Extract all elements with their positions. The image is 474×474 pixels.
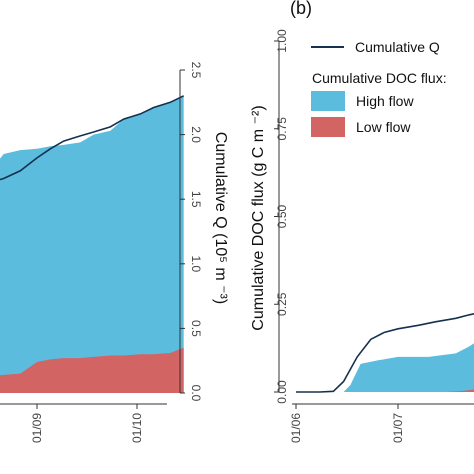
y-tick-label: 0.5 (189, 320, 203, 337)
y-tick-label: 1.00 (275, 29, 289, 53)
legend-high-flow-swatch (311, 91, 345, 111)
panel-a: 01/09 01/10 0.0 0.5 1.0 1.5 2.0 2.5 Cumulative Q… (0, 62, 229, 443)
panel-b: (b) 0.00 0.25 0.50 0.75 1.00 Cumulative DOC fl… (250, 0, 474, 443)
legend-title: Cumulative DOC flux: (312, 70, 447, 86)
y-tick-label: 0.75 (275, 117, 289, 141)
legend-high-flow-label: High flow (356, 93, 414, 109)
y-tick-label: 0.50 (275, 204, 289, 228)
series-low-flow-area (296, 389, 474, 392)
y-tick-label: 0.25 (275, 292, 289, 316)
x-tick-label: 01/06 (289, 413, 303, 443)
x-tick-label: 01/07 (391, 413, 405, 443)
y-tick-label: 2.0 (189, 126, 203, 143)
y-tick-label: 2.5 (189, 62, 203, 79)
legend-low-flow-label: Low flow (356, 119, 411, 135)
y-tick-label: 1.5 (189, 191, 203, 208)
x-tick-label: 01/09 (30, 413, 44, 443)
y-tick-label: 0.00 (275, 380, 289, 404)
series-high-flow-area (296, 343, 474, 392)
series-cumulative-q-line (296, 313, 474, 393)
series-high-flow-area (0, 95, 184, 393)
legend-low-flow-swatch (311, 117, 345, 137)
y-axis-left-title: Cumulative DOC flux (g C m ⁻²) (250, 105, 267, 330)
y-tick-label: 0.0 (189, 385, 203, 402)
series-cumulative-q-line (0, 95, 185, 181)
x-tick-label: 01/10 (130, 413, 144, 443)
series-low-flow-area (0, 347, 184, 393)
y-tick-label: 1.0 (189, 255, 203, 272)
y-axis-right-title: Cumulative Q (10⁵ m ⁻³) (212, 132, 229, 304)
panel-label: (b) (290, 0, 312, 18)
legend-cumulative-q-label: Cumulative Q (355, 39, 440, 55)
